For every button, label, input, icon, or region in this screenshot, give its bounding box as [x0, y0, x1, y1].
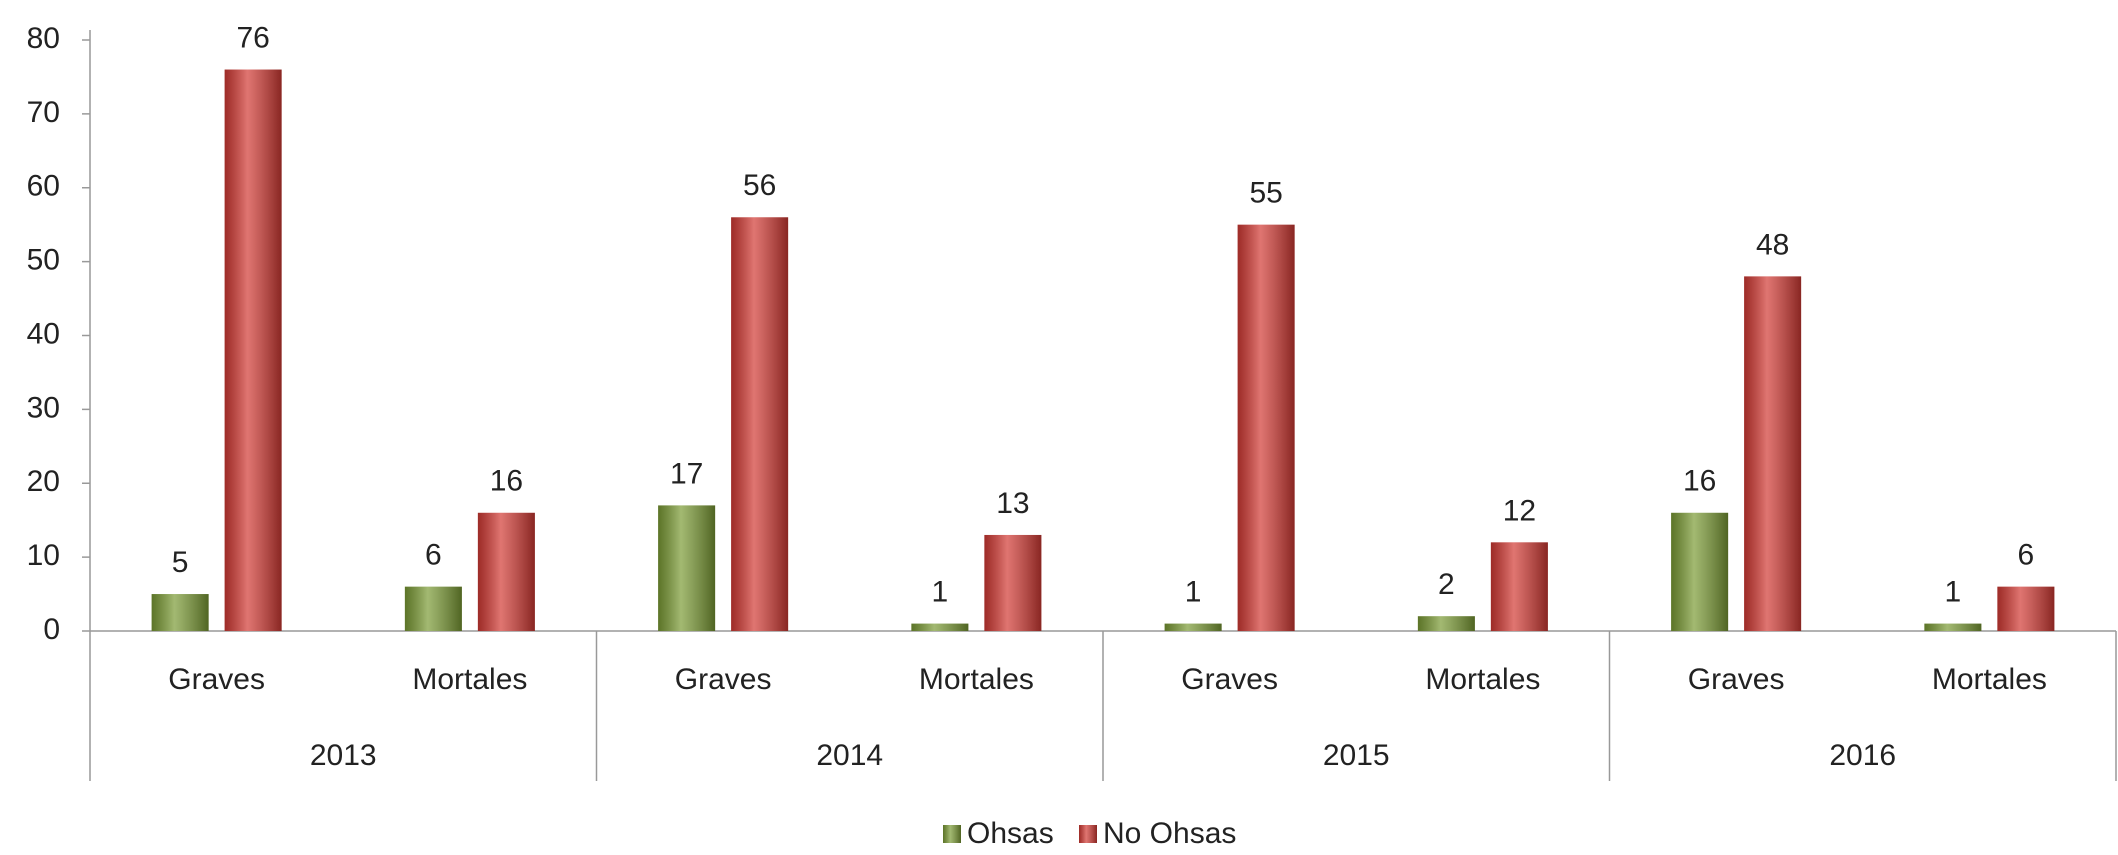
- y-tick-label: 20: [27, 465, 60, 498]
- y-tick-label: 50: [27, 244, 60, 277]
- y-tick-label: 60: [27, 170, 60, 203]
- x-tick-label: Graves: [1688, 663, 1785, 696]
- bar-shine: [984, 534, 1042, 631]
- data-label: 6: [425, 539, 442, 572]
- x-tick-label: Mortales: [919, 663, 1034, 696]
- data-label: 16: [490, 465, 523, 498]
- legend-swatch-shine: [1079, 825, 1097, 843]
- legend-swatch-shine: [943, 825, 961, 843]
- data-label: 13: [996, 487, 1029, 520]
- legend-label: Ohsas: [967, 817, 1054, 850]
- data-label: 55: [1249, 177, 1282, 210]
- x-tick-label: Graves: [675, 663, 772, 696]
- data-label: 76: [236, 21, 269, 54]
- x-tick-label: Mortales: [1932, 663, 2047, 696]
- bar-shine: [1490, 542, 1548, 631]
- bar-shine: [1997, 586, 2055, 631]
- x-tick-label: Mortales: [412, 663, 527, 696]
- bar-shine: [1744, 276, 1802, 631]
- bar-shine: [477, 512, 535, 631]
- y-tick-label: 30: [27, 391, 60, 424]
- group-label: 2015: [1323, 739, 1390, 772]
- group-label: 2013: [310, 739, 377, 772]
- x-tick-label: Graves: [1181, 663, 1278, 696]
- data-label: 56: [743, 169, 776, 202]
- bar-shine: [1671, 512, 1729, 631]
- legend-label: No Ohsas: [1103, 817, 1236, 850]
- data-label: 48: [1756, 228, 1789, 261]
- y-tick-label: 80: [27, 22, 60, 55]
- data-label: 17: [670, 457, 703, 490]
- bar-shine: [224, 69, 282, 632]
- bar-shine: [1164, 623, 1222, 631]
- data-label: 12: [1503, 494, 1536, 527]
- bar-shine: [1924, 623, 1982, 631]
- data-label: 16: [1683, 465, 1716, 498]
- bar-shine: [1417, 616, 1475, 631]
- data-label: 2: [1438, 568, 1455, 601]
- data-label: 1: [1185, 576, 1202, 609]
- bar-shine: [658, 505, 716, 631]
- x-tick-label: Graves: [168, 663, 265, 696]
- data-label: 1: [1945, 576, 1962, 609]
- x-tick-label: Mortales: [1425, 663, 1540, 696]
- data-label: 6: [2018, 539, 2035, 572]
- data-label: 5: [172, 546, 189, 579]
- bar-shine: [1237, 224, 1295, 631]
- group-label: 2014: [816, 739, 883, 772]
- group-label: 2016: [1829, 739, 1896, 772]
- bar-shine: [911, 623, 969, 631]
- bar-shine: [151, 594, 209, 631]
- bar-shine: [404, 586, 462, 631]
- y-tick-label: 10: [27, 539, 60, 572]
- data-label: 1: [932, 576, 949, 609]
- y-tick-label: 70: [27, 96, 60, 129]
- y-tick-label: 40: [27, 317, 60, 350]
- y-tick-label: 0: [43, 613, 60, 646]
- bar-shine: [731, 217, 789, 632]
